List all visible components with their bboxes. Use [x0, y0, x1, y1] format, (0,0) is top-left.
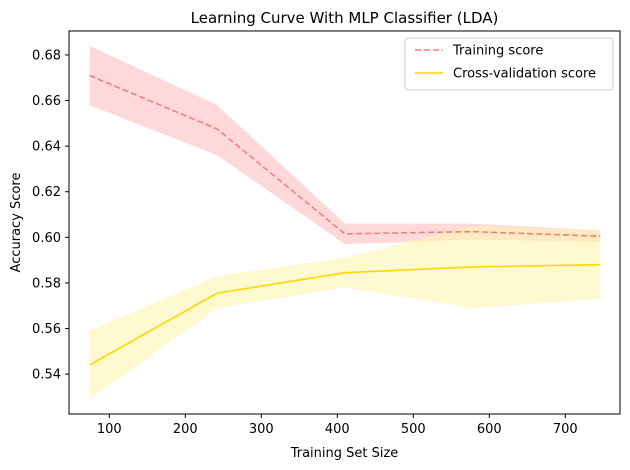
legend-box [404, 37, 614, 91]
y-tick-label: 0.56 [32, 322, 61, 337]
y-tick-label: 0.62 [32, 185, 61, 200]
y-tick-label: 0.60 [32, 231, 61, 246]
legend-label-training: Training score [452, 44, 543, 59]
training-score-line [89, 74, 601, 237]
y-tick-label: 0.54 [32, 368, 61, 383]
training-score-band [89, 45, 601, 245]
x-tick-label: 300 [249, 422, 274, 437]
y-tick-label: 0.68 [32, 48, 61, 63]
x-tick-label: 500 [401, 422, 426, 437]
x-axis-ticks: 100 200 300 400 500 600 700 [97, 414, 578, 437]
legend-label-cross-validation: Cross-validation score [453, 67, 596, 82]
plot-frame [68, 30, 621, 415]
confidence-bands [89, 45, 601, 400]
y-tick-label: 0.58 [32, 276, 61, 291]
y-axis-ticks: 0.54 0.56 0.58 0.60 0.62 0.64 0.66 0.68 [32, 48, 69, 383]
legend: Training score Cross-validation score [404, 37, 614, 91]
y-tick-label: 0.64 [32, 140, 61, 155]
cross-validation-score-band [89, 225, 601, 400]
series-lines [89, 74, 601, 366]
y-axis-label: Accuracy Score [9, 173, 24, 273]
cross-validation-score-line [89, 263, 601, 366]
chart-title: Learning Curve With MLP Classifier (LDA) [191, 9, 499, 27]
x-tick-label: 700 [553, 422, 578, 437]
y-tick-label: 0.66 [32, 94, 61, 109]
x-tick-label: 400 [325, 422, 350, 437]
x-tick-label: 600 [477, 422, 502, 437]
x-tick-label: 100 [97, 422, 122, 437]
x-tick-label: 200 [173, 422, 198, 437]
x-axis-label: Training Set Size [290, 446, 399, 461]
